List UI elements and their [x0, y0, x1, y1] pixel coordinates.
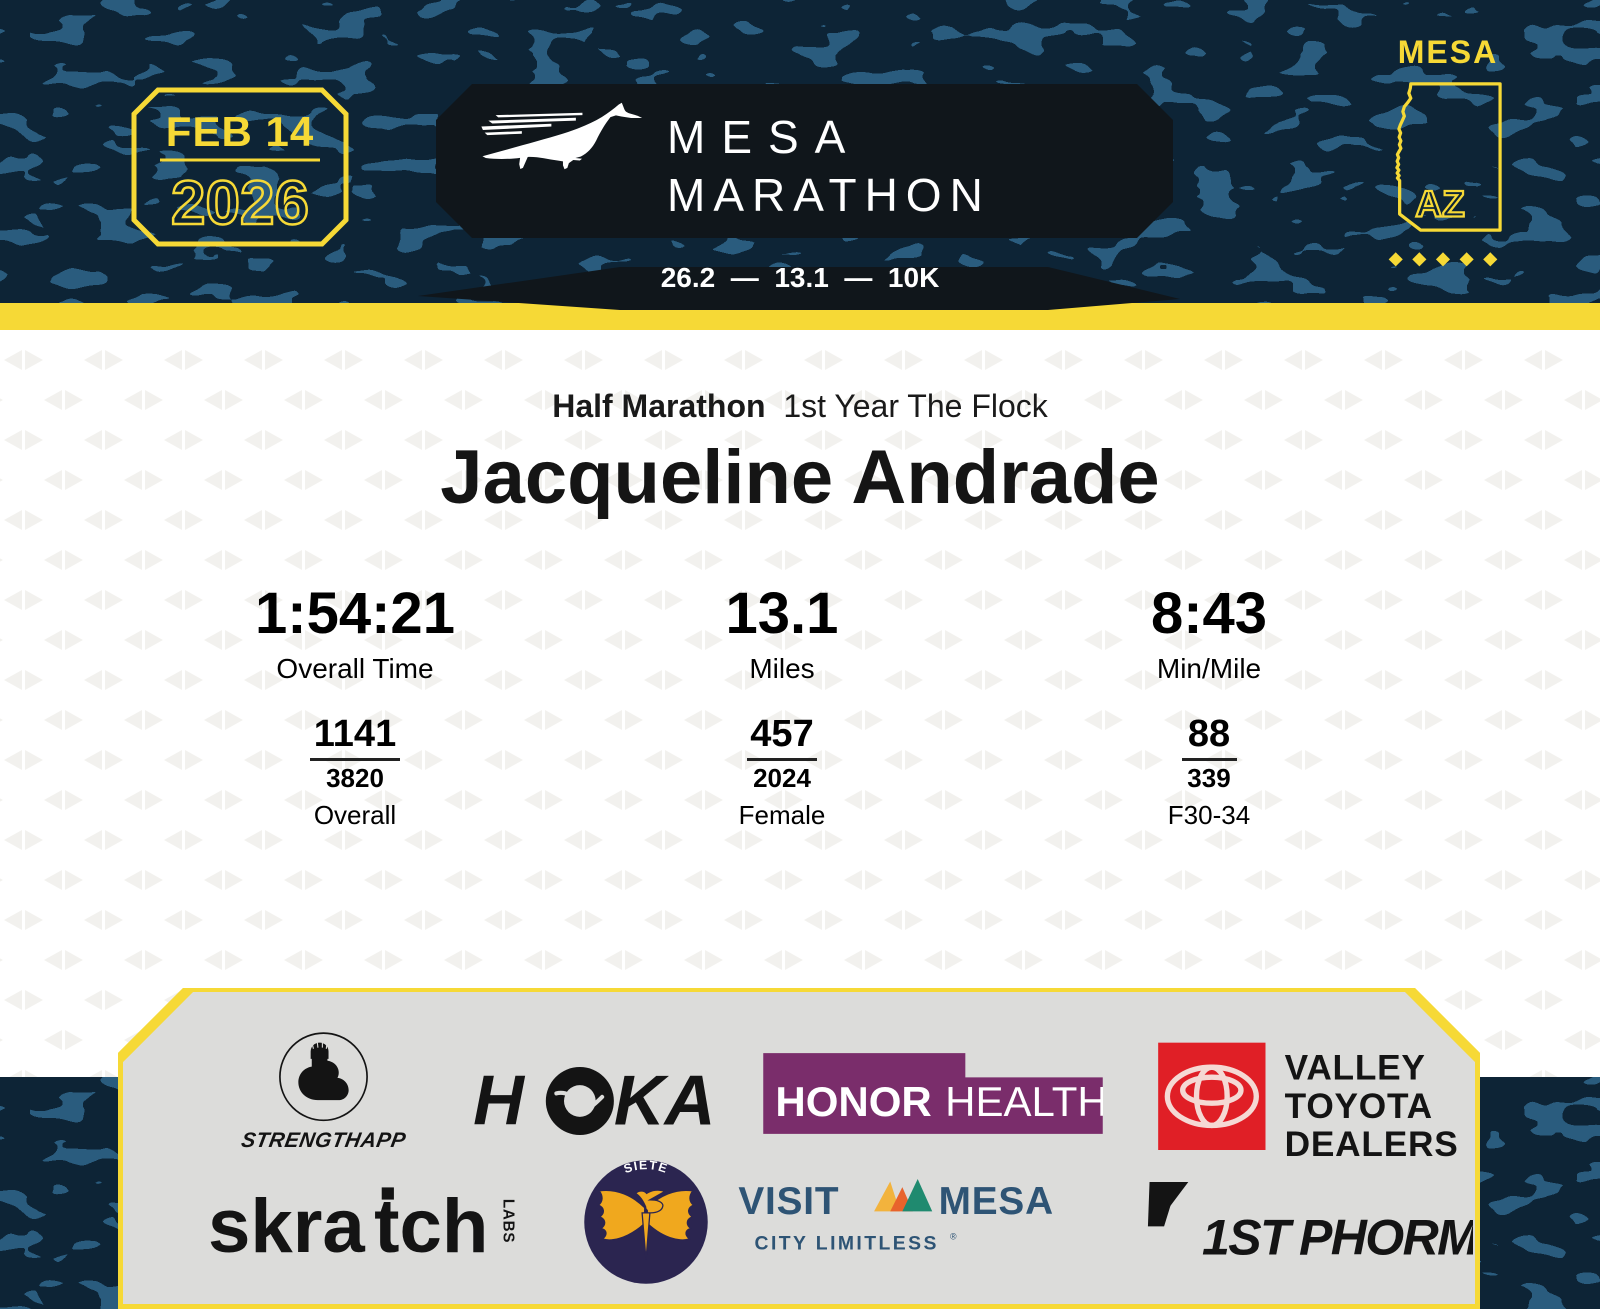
svg-text:1ST: 1ST — [1202, 1210, 1295, 1266]
svg-text:TOYOTA: TOYOTA — [1285, 1087, 1433, 1126]
svg-text:H: H — [473, 1060, 526, 1139]
svg-text:HONOR: HONOR — [775, 1078, 931, 1125]
svg-text:PHORM: PHORM — [1299, 1210, 1473, 1266]
svg-text:HEALTH: HEALTH — [945, 1078, 1103, 1125]
svg-text:VISIT: VISIT — [738, 1180, 839, 1223]
svg-text:CITY LIMITLESS: CITY LIMITLESS — [755, 1232, 939, 1254]
svg-text:MESA: MESA — [939, 1180, 1054, 1223]
svg-text:KA: KA — [614, 1060, 716, 1139]
svg-text:LABS: LABS — [500, 1199, 517, 1243]
svg-text:skra: skra — [208, 1184, 365, 1269]
svg-text:®: ® — [950, 1232, 957, 1242]
svg-text:VALLEY: VALLEY — [1285, 1048, 1426, 1087]
svg-text:DEALERS: DEALERS — [1285, 1125, 1459, 1164]
svg-text:tch: tch — [374, 1184, 488, 1269]
